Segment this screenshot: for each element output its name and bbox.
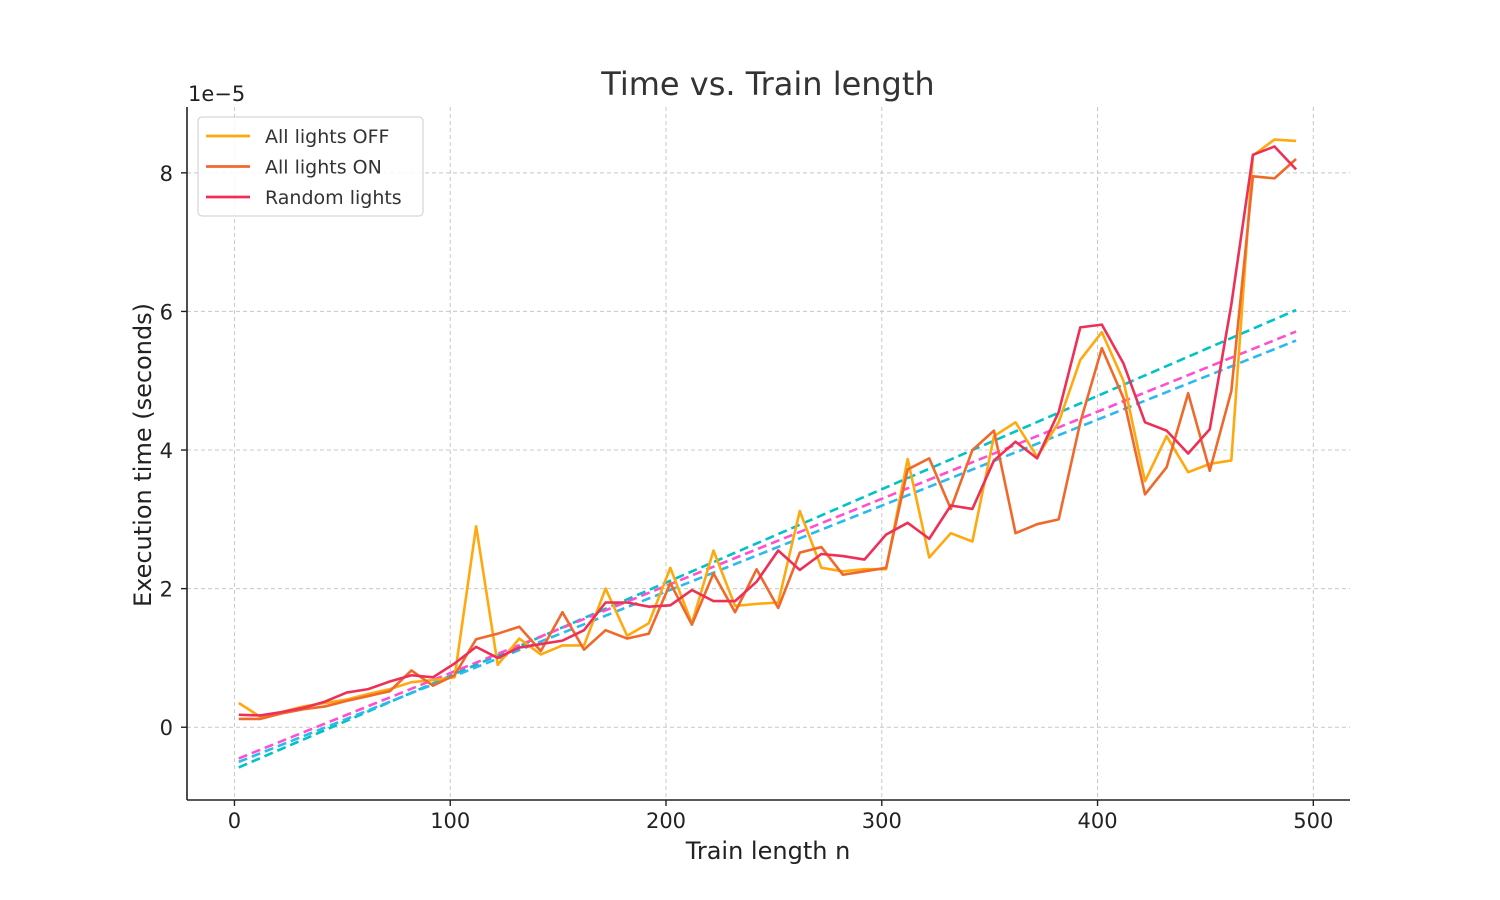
series-line-all-lights-on (238, 158, 1297, 721)
legend-label: All lights OFF (265, 126, 389, 148)
legend-entries: All lights OFF All lights ON Random lights (206, 126, 402, 209)
series-line-all-lights-off (238, 138, 1297, 719)
y-tick-label: 8 (160, 162, 173, 186)
x-tick-label: 300 (862, 809, 902, 833)
legend: All lights OFF All lights ON Random lights (197, 116, 424, 217)
series-line-random-lights (238, 145, 1298, 717)
trend-line (238, 308, 1297, 769)
legend-label: Random lights (265, 187, 402, 209)
axes (186, 107, 1350, 801)
trend-lines (238, 308, 1297, 769)
y-axis-title: Execution time (seconds) (129, 303, 157, 607)
trend-line (238, 330, 1297, 760)
chart-title: Time vs. Train length (600, 65, 934, 103)
y-tick-label: 4 (160, 439, 173, 463)
x-tick-label: 400 (1078, 809, 1118, 833)
y-tick-label: 2 (160, 578, 173, 602)
x-tick-label: 0 (228, 809, 241, 833)
y-offset-label: 1e−5 (188, 82, 245, 106)
x-tick-label: 500 (1293, 809, 1333, 833)
x-tick-label: 100 (430, 809, 470, 833)
legend-box (197, 116, 424, 217)
series-lines (238, 138, 1298, 721)
legend-label: All lights ON (265, 157, 382, 179)
trend-line (238, 339, 1297, 764)
x-axis-title: Train length n (685, 837, 851, 865)
y-tick-label: 0 (160, 716, 173, 740)
ticks: 0 100 200 300 400 500 0 2 4 6 8 (160, 162, 1334, 833)
grid (187, 107, 1350, 800)
y-tick-label: 6 (160, 300, 173, 324)
x-tick-label: 200 (646, 809, 686, 833)
